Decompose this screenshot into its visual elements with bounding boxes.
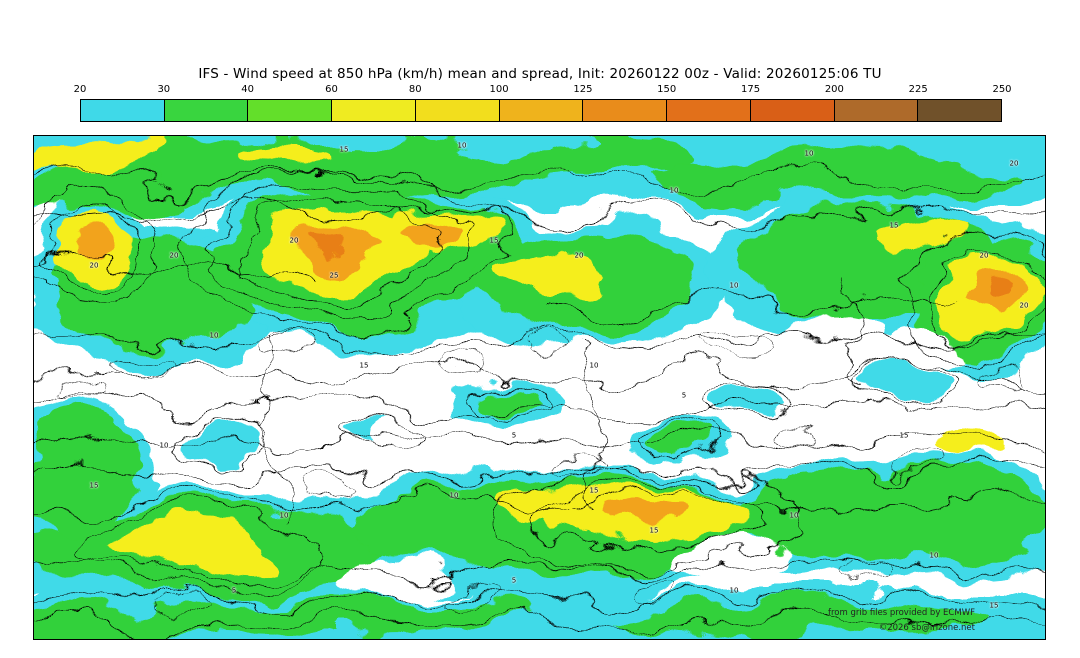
colorbar-segment — [332, 100, 416, 121]
colorbar-segment — [834, 100, 919, 121]
colorbar: 20 30 40 60 80 100 125 150 175 200 225 250 — [74, 84, 1012, 122]
credits: from grib files provided by ECMWF ©2026 … — [828, 606, 975, 636]
colorbar-segment — [918, 100, 1002, 121]
colorbar-tick-label: 125 — [573, 84, 593, 95]
wind-fill-deep-orange-layer — [316, 234, 1002, 302]
colorbar-segment — [499, 100, 584, 121]
wind-field-svg — [34, 136, 1045, 639]
small-contour-loops — [71, 333, 1019, 616]
white-gap-layer — [154, 317, 974, 596]
wind-fill-yellow-layer — [34, 142, 1036, 566]
colorbar-segment — [248, 100, 333, 121]
spread-contour-lines — [34, 169, 1045, 631]
colorbar-tick-label: 175 — [740, 84, 761, 95]
colorbar-segment — [415, 100, 500, 121]
colorbar-tick-label: 150 — [657, 84, 677, 95]
world-map: 15 10 10 20 20 20 25 15 20 10 10 15 20 20 20 10 15 10 5 5 10… — [33, 135, 1046, 640]
colorbar-tick-label: 60 — [325, 84, 338, 95]
chart-title: IFS - Wind speed at 850 hPa (km/h) mean … — [198, 66, 882, 82]
colorbar-segment — [583, 100, 668, 121]
colorbar-tick-label: 40 — [241, 84, 254, 95]
colorbar-tick-label: 250 — [992, 84, 1012, 95]
colorbar-segment — [667, 100, 751, 121]
colorbar-tick-label: 100 — [489, 84, 509, 95]
colorbar-bar — [80, 99, 1002, 122]
colorbar-tick-label: 80 — [408, 84, 422, 95]
data-source-credit: from grib files provided by ECMWF — [828, 608, 975, 618]
copyright-credit: ©2026 sb@irizone.net — [878, 623, 975, 633]
colorbar-segment — [750, 100, 835, 121]
colorbar-tick-label: 200 — [824, 84, 844, 95]
colorbar-tick-label: 30 — [157, 84, 171, 95]
colorbar-tick-label: 225 — [908, 84, 928, 95]
colorbar-tick-labels: 20 30 40 60 80 100 125 150 175 200 225 250 — [74, 84, 1012, 97]
colorbar-tick-label: 20 — [73, 84, 87, 95]
colorbar-segment — [164, 100, 249, 121]
colorbar-segment — [81, 100, 165, 121]
